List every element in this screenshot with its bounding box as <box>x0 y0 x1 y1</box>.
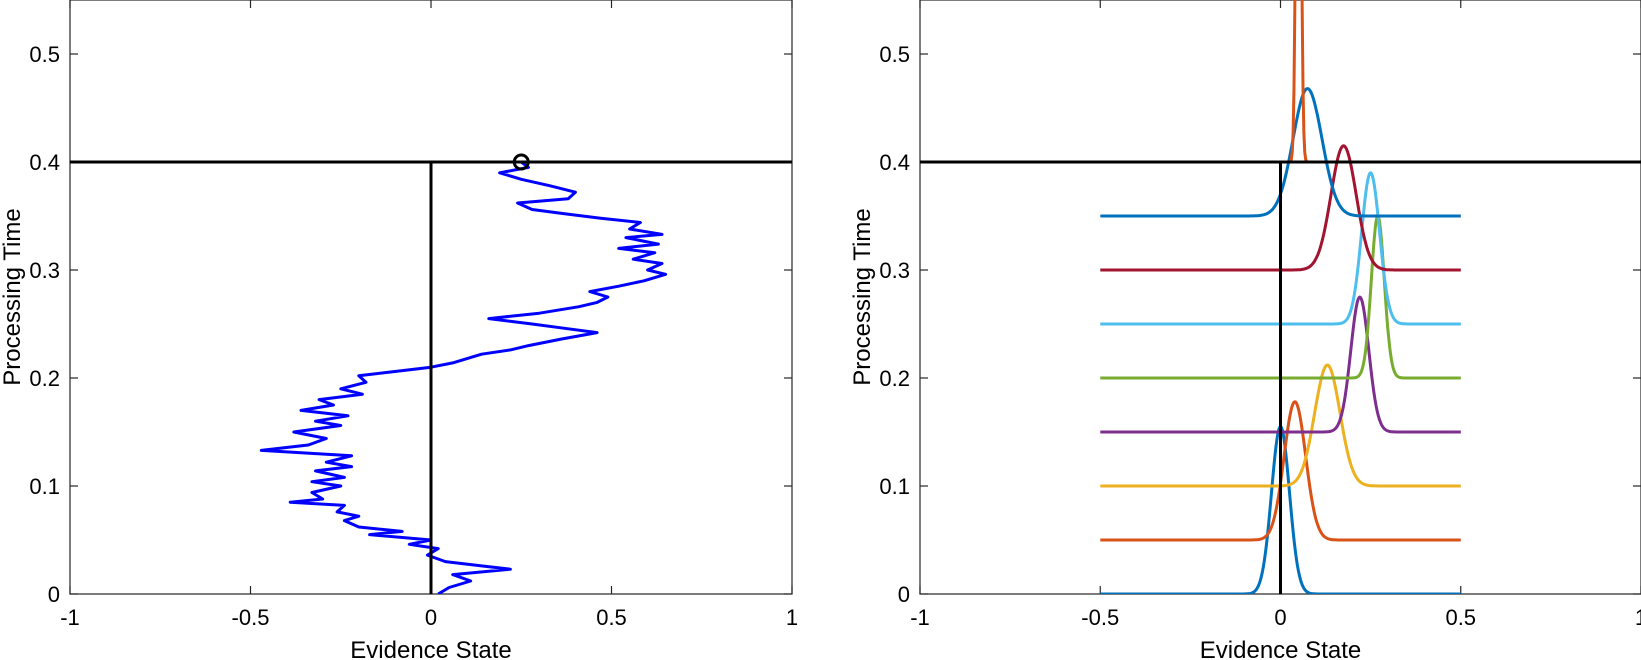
distribution-line-8 <box>1099 0 1462 164</box>
y-tick-label: 0.3 <box>879 258 910 283</box>
y-tick-label: 0 <box>898 582 910 607</box>
y-tick-label: 0.2 <box>879 366 910 391</box>
x-tick-label: -0.5 <box>1081 605 1119 630</box>
crossing-marker <box>512 153 530 171</box>
x-tick-label: -0.5 <box>232 605 270 630</box>
x-tick-label: 1 <box>1635 605 1641 630</box>
x-tick-label: 0.5 <box>596 605 627 630</box>
x-tick-label: 1 <box>786 605 798 630</box>
right-chart-panel: -1 -0.5 0 0.5 1 0 0.1 0.2 0.3 0.4 0.5 Evidence Stat… <box>849 0 1641 660</box>
y-tick-label: 0 <box>48 582 60 607</box>
x-tick-label: 0.5 <box>1445 605 1476 630</box>
plot-area <box>920 0 1641 594</box>
x-tick-label: -1 <box>910 605 930 630</box>
left-chart-panel: -1 -0.5 0 0.5 1 0 0.1 0.2 0.3 0.4 0.5 Evidence Stat… <box>0 0 798 660</box>
x-tick-label: 0 <box>1274 605 1286 630</box>
y-tick-label: 0.1 <box>29 474 60 499</box>
x-axis-label: Evidence State <box>350 637 511 660</box>
plot-area <box>70 153 792 594</box>
y-tick-label: 0.4 <box>879 150 910 175</box>
x-axis-label: Evidence State <box>1200 637 1361 660</box>
y-tick-label: 0.4 <box>29 150 60 175</box>
y-axis-label: Processing Time <box>0 208 26 385</box>
y-tick-label: 0.1 <box>879 474 910 499</box>
x-tick-label: 0 <box>425 605 437 630</box>
y-axis-label: Processing Time <box>849 208 876 385</box>
x-tick-label: -1 <box>60 605 80 630</box>
y-tick-label: 0.3 <box>29 258 60 283</box>
evidence-path-line <box>259 160 668 594</box>
y-tick-label: 0.2 <box>29 366 60 391</box>
y-tick-label: 0.5 <box>29 42 60 67</box>
y-tick-label: 0.5 <box>879 42 910 67</box>
